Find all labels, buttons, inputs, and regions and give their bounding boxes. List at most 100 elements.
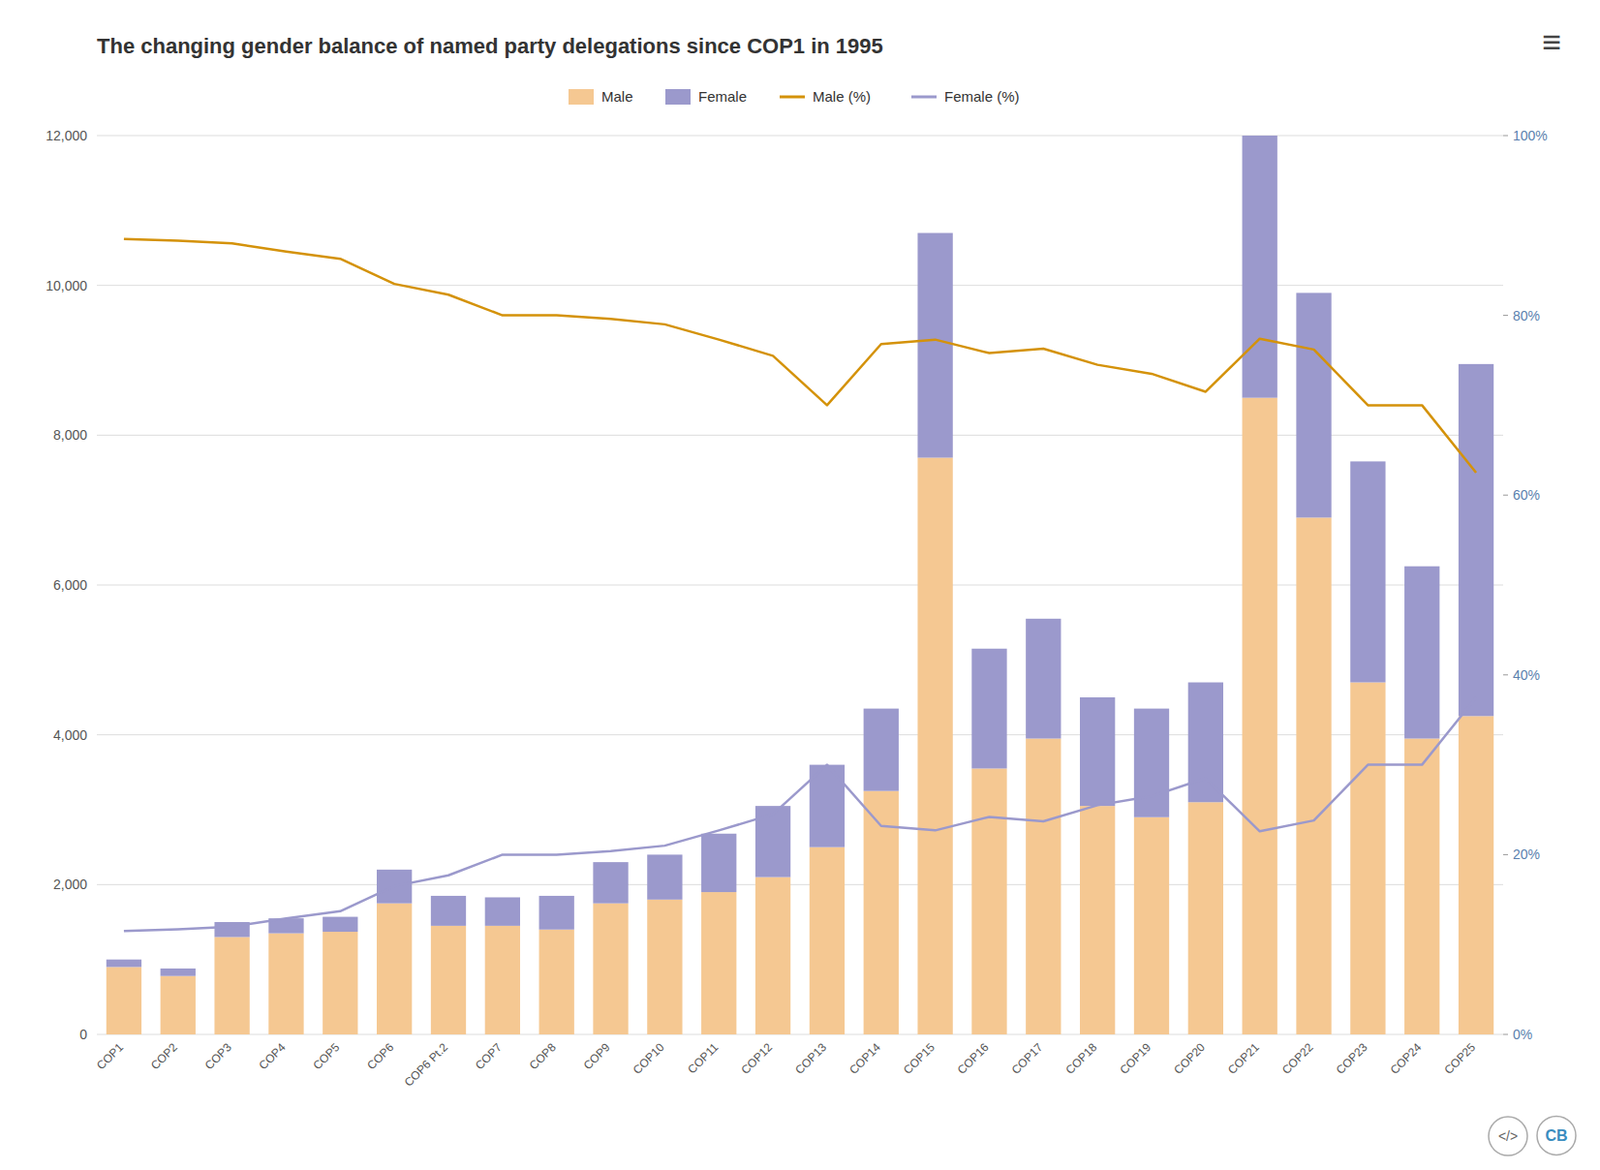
y-tick-label: 0 [79,1026,88,1043]
legend-item: Female [665,88,747,105]
x-tick-label: COP4 [256,1040,289,1073]
bar [1242,135,1278,399]
grid-line [96,884,1504,886]
x-tick-label: COP2 [148,1040,181,1073]
x-tick-label: COP11 [684,1040,721,1077]
grid-line [96,434,1504,436]
bar [971,648,1007,770]
bar [1188,801,1224,1035]
y2-tick-label: 0% [1512,1026,1533,1043]
y2-tick [1503,674,1508,676]
y2-tick-label: 100% [1512,127,1548,144]
x-tick-label: COP8 [526,1040,559,1073]
legend-swatch [779,95,805,99]
icon-circle [1488,1116,1528,1156]
bar [1134,708,1170,818]
bar [1350,461,1385,682]
bar [809,847,845,1035]
bar [1134,817,1170,1035]
bar [485,925,521,1035]
bar [646,899,682,1035]
bar [917,458,953,1035]
bar [160,976,196,1035]
bar [1242,398,1278,1035]
legend-swatch [568,89,594,105]
x-tick-label: COP21 [1225,1040,1262,1077]
x-tick-label: COP1 [93,1040,126,1073]
y2-tick-label: 80% [1512,307,1540,324]
y-tick-label: 6,000 [53,577,88,593]
bar [1188,682,1224,803]
bar [214,936,249,1035]
grid-line [96,584,1504,586]
bar [1295,292,1331,518]
y2-tick [1503,1034,1508,1036]
legend-label: Male [601,88,634,105]
bar [539,895,575,930]
x-tick-label: COP20 [1170,1040,1208,1077]
y2-tick [1503,135,1508,137]
x-tick-label: COP22 [1279,1040,1317,1077]
legend: Male Female Male (%) Female (%) [568,88,1020,105]
x-tick-label: COP9 [581,1040,614,1073]
x-tick-label: COP5 [309,1040,342,1073]
grid-line [96,1034,1504,1036]
bar [1350,682,1385,1035]
x-tick-label: COP6 Pt.2 [401,1040,452,1090]
y-tick-label: 2,000 [53,876,88,893]
bar [539,929,575,1035]
y2-tick-label: 60% [1512,487,1540,503]
x-tick-label: COP14 [846,1040,884,1077]
bar [430,925,466,1035]
y-tick-label: 12,000 [45,127,88,144]
marks [106,135,1494,1035]
grid [96,135,1504,1035]
bar [1404,566,1440,739]
bar [430,895,466,926]
x-tick-label: COP7 [472,1040,505,1073]
x-tick-label: COP18 [1063,1040,1101,1077]
bar [592,861,628,904]
x-tick-label: COP13 [792,1040,830,1077]
x-tick-label: COP23 [1333,1040,1371,1077]
x-tick-label: COP6 [364,1040,397,1073]
y2-tick [1503,314,1508,316]
legend-label: Female (%) [944,88,1020,105]
bar [917,233,953,459]
bar [701,833,737,893]
bar [1025,618,1061,739]
bar [1404,738,1440,1035]
bar [1458,715,1494,1035]
chart: 02,0004,0006,0008,00010,00012,0000%20%40… [0,0,1600,1170]
bar [322,931,358,1035]
bar [106,959,142,968]
annotation: CB [1544,1127,1568,1144]
bar [592,903,628,1035]
bar [863,708,899,792]
y-tick-label: 10,000 [45,277,88,294]
y2-tick-label: 40% [1512,667,1540,683]
x-tick-label: COP15 [900,1040,938,1077]
bar [268,933,304,1035]
bar [160,968,196,977]
grid-line [96,284,1504,286]
y-tick-label: 4,000 [53,727,88,743]
bar [1295,517,1331,1035]
bar [376,903,412,1035]
bar [701,892,737,1035]
bar-series [106,135,1494,977]
bar-series [106,398,1494,1035]
y2-tick [1503,854,1508,856]
legend-label: Male (%) [812,88,871,105]
grid-line [96,135,1504,137]
line [123,239,1477,473]
x-tick-label: COP24 [1387,1040,1425,1077]
legend-swatch [665,89,691,105]
bar [1458,364,1494,716]
bar [971,768,1007,1035]
y-tick-label: 8,000 [53,427,88,443]
title: The changing gender balance of named par… [96,33,884,59]
legend-swatch [911,95,937,99]
x-tick-label: COP16 [954,1040,992,1077]
x-tick-label: COP12 [738,1040,775,1077]
